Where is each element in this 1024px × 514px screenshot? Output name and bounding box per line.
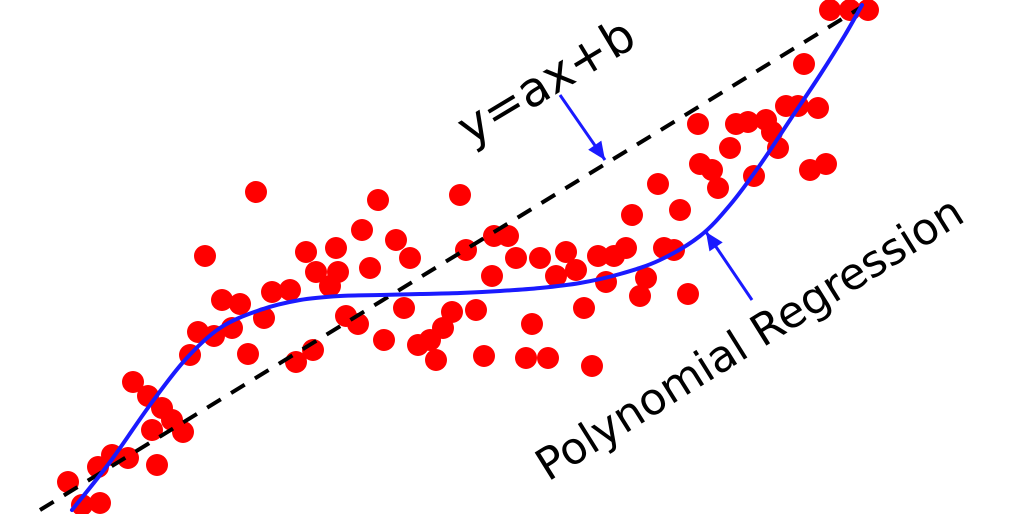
polynomial-fit-curve (70, 3, 864, 512)
data-point-34 (351, 219, 373, 241)
data-point-23 (261, 281, 283, 303)
data-point-39 (393, 297, 415, 319)
data-point-1 (71, 494, 93, 514)
data-point-36 (373, 329, 395, 351)
data-point-12 (141, 419, 163, 441)
data-point-24 (279, 279, 301, 301)
data-point-59 (555, 241, 577, 263)
data-point-66 (615, 237, 637, 259)
data-point-78 (707, 177, 729, 199)
polynomial-fit-arrow (704, 231, 754, 301)
data-point-51 (481, 265, 503, 287)
data-point-91 (815, 153, 837, 175)
data-points-layer (57, 0, 879, 514)
data-point-73 (669, 199, 691, 221)
data-point-61 (573, 297, 595, 319)
data-point-43 (425, 349, 447, 371)
data-point-27 (295, 241, 317, 263)
data-point-2 (89, 492, 111, 514)
data-point-85 (767, 137, 789, 159)
data-point-45 (441, 301, 463, 323)
data-point-75 (687, 113, 709, 135)
data-point-63 (587, 245, 609, 267)
data-point-70 (647, 173, 669, 195)
data-point-90 (807, 97, 829, 119)
linear-fit-arrow (558, 94, 607, 161)
data-point-92 (819, 0, 841, 21)
data-point-11 (172, 421, 194, 443)
data-point-44 (432, 317, 454, 339)
data-point-77 (701, 159, 723, 181)
data-point-62 (581, 355, 603, 377)
data-point-55 (521, 313, 543, 335)
data-point-20 (245, 181, 267, 203)
data-point-38 (385, 229, 407, 251)
data-point-17 (211, 289, 233, 311)
arrow-head (706, 232, 723, 252)
data-point-81 (737, 111, 759, 133)
data-point-21 (237, 343, 259, 365)
data-point-31 (319, 275, 341, 297)
data-point-57 (537, 347, 559, 369)
data-point-74 (677, 283, 699, 305)
data-point-49 (473, 345, 495, 367)
data-point-7 (122, 371, 144, 393)
linear-fit-label: y=ax+b (447, 7, 645, 157)
data-point-19 (194, 245, 216, 267)
data-point-69 (635, 267, 657, 289)
data-point-88 (793, 53, 815, 75)
data-point-68 (629, 285, 651, 307)
data-point-67 (621, 204, 643, 226)
data-point-54 (515, 347, 537, 369)
data-point-53 (505, 247, 527, 269)
data-point-58 (545, 265, 567, 287)
polynomial-fit-label: Polynomial Regression (527, 186, 973, 491)
arrow-head (588, 140, 605, 160)
data-point-5 (117, 447, 139, 469)
data-point-35 (359, 257, 381, 279)
data-point-29 (325, 237, 347, 259)
data-point-28 (305, 261, 327, 283)
linear-fit-line (38, 6, 862, 512)
data-point-37 (367, 189, 389, 211)
data-point-18 (229, 293, 251, 315)
data-point-60 (565, 259, 587, 281)
data-point-52 (497, 225, 519, 247)
data-point-40 (399, 247, 421, 269)
data-point-46 (449, 184, 471, 206)
data-point-6 (146, 454, 168, 476)
data-point-79 (719, 137, 741, 159)
data-point-48 (465, 299, 487, 321)
data-point-56 (529, 247, 551, 269)
